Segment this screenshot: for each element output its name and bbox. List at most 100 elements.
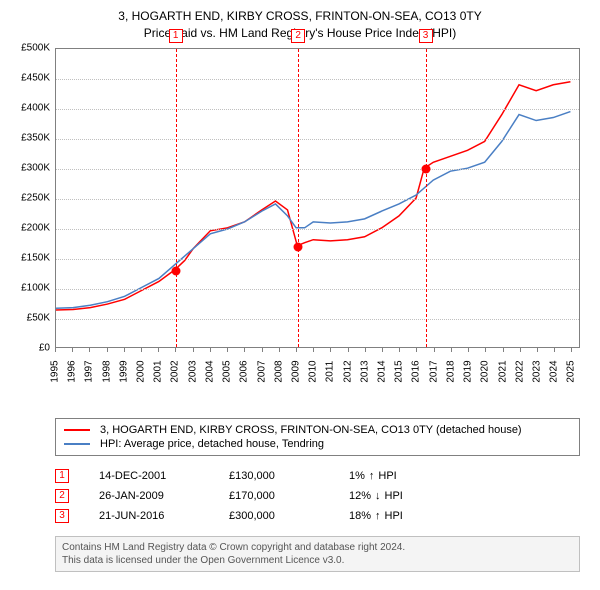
- y-axis-label: £150K: [21, 252, 50, 263]
- x-tick: [537, 348, 538, 352]
- x-tick: [313, 348, 314, 352]
- event-marker-icon: 1: [55, 469, 69, 483]
- x-axis-label: 2000: [136, 360, 147, 382]
- attribution-box: Contains HM Land Registry data © Crown c…: [55, 536, 580, 572]
- event-date: 21-JUN-2016: [99, 510, 229, 522]
- arrow-up-icon: ↑: [375, 510, 381, 522]
- x-axis-label: 2009: [290, 360, 301, 382]
- legend-label: 3, HOGARTH END, KIRBY CROSS, FRINTON-ON-…: [100, 424, 522, 436]
- x-tick: [485, 348, 486, 352]
- gridline: [56, 199, 579, 200]
- x-tick: [434, 348, 435, 352]
- x-axis-label: 2021: [497, 360, 508, 382]
- x-axis-label: 2024: [549, 360, 560, 382]
- x-tick: [175, 348, 176, 352]
- x-axis-label: 2010: [308, 360, 319, 382]
- legend-swatch: [64, 429, 90, 431]
- x-axis-label: 2022: [514, 360, 525, 382]
- x-axis-label: 2007: [256, 360, 267, 382]
- x-axis-label: 2004: [204, 360, 215, 382]
- y-axis-label: £300K: [21, 162, 50, 173]
- event-vline: [426, 49, 427, 347]
- x-tick: [89, 348, 90, 352]
- title-address: 3, HOGARTH END, KIRBY CROSS, FRINTON-ON-…: [10, 8, 590, 25]
- x-tick: [262, 348, 263, 352]
- y-axis-label: £200K: [21, 222, 50, 233]
- x-tick: [348, 348, 349, 352]
- x-tick: [141, 348, 142, 352]
- x-tick: [416, 348, 417, 352]
- x-tick: [554, 348, 555, 352]
- gridline: [56, 319, 579, 320]
- event-dot: [171, 266, 180, 275]
- x-axis-label: 2015: [394, 360, 405, 382]
- event-marker-box: 1: [169, 29, 183, 43]
- line-chart-svg: [56, 49, 579, 347]
- event-marker-box: 2: [291, 29, 305, 43]
- gridline: [56, 289, 579, 290]
- attribution-line: Contains HM Land Registry data © Crown c…: [62, 541, 573, 554]
- gridline: [56, 259, 579, 260]
- legend-swatch: [64, 443, 90, 445]
- events-table: 1 14-DEC-2001 £130,000 1% ↑ HPI 2 26-JAN…: [55, 466, 580, 526]
- x-tick: [193, 348, 194, 352]
- x-axis-label: 2016: [411, 360, 422, 382]
- x-axis-label: 2020: [480, 360, 491, 382]
- x-tick: [468, 348, 469, 352]
- event-price: £170,000: [229, 490, 349, 502]
- y-axis-label: £250K: [21, 192, 50, 203]
- x-tick: [210, 348, 211, 352]
- event-diff: 18% ↑ HPI: [349, 510, 403, 522]
- x-axis-label: 2018: [445, 360, 456, 382]
- event-marker-box: 3: [419, 29, 433, 43]
- x-axis-label: 2025: [566, 360, 577, 382]
- x-axis-label: 2023: [531, 360, 542, 382]
- gridline: [56, 229, 579, 230]
- x-tick: [72, 348, 73, 352]
- x-tick: [520, 348, 521, 352]
- legend: 3, HOGARTH END, KIRBY CROSS, FRINTON-ON-…: [55, 418, 580, 456]
- event-vline: [176, 49, 177, 347]
- x-tick: [227, 348, 228, 352]
- gridline: [56, 169, 579, 170]
- x-tick: [55, 348, 56, 352]
- event-date: 26-JAN-2009: [99, 490, 229, 502]
- event-diff: 12% ↓ HPI: [349, 490, 403, 502]
- x-tick: [451, 348, 452, 352]
- x-axis-label: 1999: [118, 360, 129, 382]
- x-axis-label: 2005: [222, 360, 233, 382]
- event-dot: [294, 242, 303, 251]
- y-axis-label: £100K: [21, 282, 50, 293]
- x-tick: [124, 348, 125, 352]
- x-axis-label: 2011: [325, 360, 336, 382]
- arrow-down-icon: ↓: [375, 490, 381, 502]
- event-price: £300,000: [229, 510, 349, 522]
- x-axis-label: 2003: [187, 360, 198, 382]
- x-axis-label: 1995: [50, 360, 61, 382]
- event-dot: [421, 164, 430, 173]
- x-tick: [330, 348, 331, 352]
- legend-label: HPI: Average price, detached house, Tend…: [100, 438, 324, 450]
- x-axis-label: 1998: [101, 360, 112, 382]
- event-diff: 1% ↑ HPI: [349, 470, 397, 482]
- event-marker-icon: 3: [55, 509, 69, 523]
- series-line-price_paid: [56, 81, 570, 309]
- arrow-up-icon: ↑: [369, 470, 375, 482]
- legend-item: HPI: Average price, detached house, Tend…: [64, 437, 571, 451]
- series-line-hpi: [56, 111, 570, 308]
- x-tick: [107, 348, 108, 352]
- chart-container: 3, HOGARTH END, KIRBY CROSS, FRINTON-ON-…: [0, 0, 600, 590]
- legend-item: 3, HOGARTH END, KIRBY CROSS, FRINTON-ON-…: [64, 423, 571, 437]
- x-tick: [399, 348, 400, 352]
- x-axis-label: 2001: [153, 360, 164, 382]
- gridline: [56, 139, 579, 140]
- x-axis-label: 2008: [273, 360, 284, 382]
- y-axis-label: £0: [39, 342, 50, 353]
- gridline: [56, 79, 579, 80]
- attribution-line: This data is licensed under the Open Gov…: [62, 554, 573, 567]
- x-axis-label: 2017: [428, 360, 439, 382]
- y-axis-label: £400K: [21, 102, 50, 113]
- x-axis-label: 2019: [463, 360, 474, 382]
- event-row: 1 14-DEC-2001 £130,000 1% ↑ HPI: [55, 466, 580, 486]
- x-axis-label: 1997: [84, 360, 95, 382]
